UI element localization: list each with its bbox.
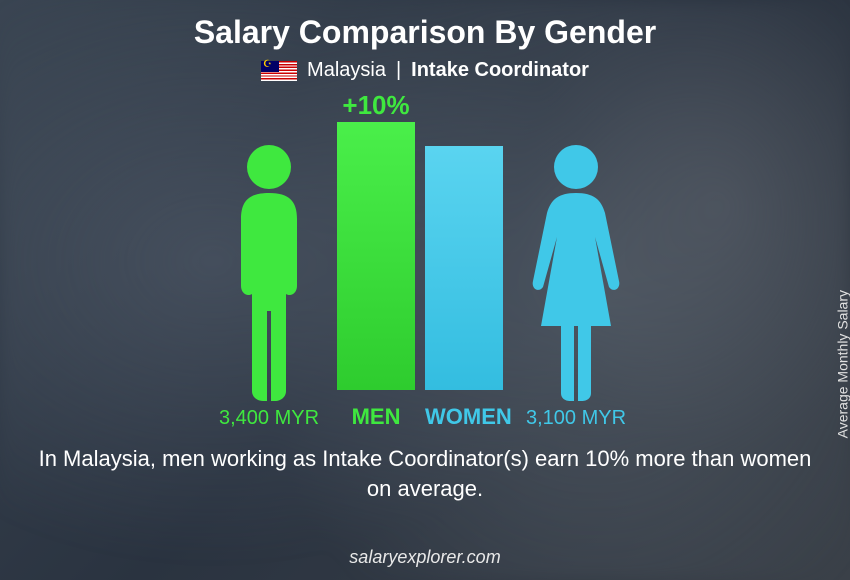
women-column: 3,100 MYR <box>521 141 631 430</box>
men-salary-label: 3,400 MYR <box>219 407 319 430</box>
women-salary-label: 3,100 MYR <box>526 407 626 430</box>
men-bar: +10% <box>337 122 415 390</box>
men-bar-label: MEN <box>337 404 415 430</box>
percent-difference-label: +10% <box>342 90 409 121</box>
watermark: salaryexplorer.com <box>349 547 500 568</box>
woman-icon <box>521 141 631 401</box>
women-bar <box>425 146 503 390</box>
infographic-content: Salary Comparison By Gender Malaysia | I… <box>0 0 850 580</box>
comparison-chart: 3,400 MYR +10% MEN WOMEN <box>145 100 705 430</box>
bar-labels-row: MEN WOMEN <box>337 396 503 430</box>
separator: | <box>396 59 401 82</box>
subtitle-row: Malaysia | Intake Coordinator <box>261 59 589 82</box>
bars-column: +10% MEN WOMEN <box>337 122 503 430</box>
man-icon <box>219 141 319 401</box>
page-title: Salary Comparison By Gender <box>194 14 656 51</box>
men-column: 3,400 MYR <box>219 141 319 430</box>
women-bar-label: WOMEN <box>425 404 503 430</box>
summary-text: In Malaysia, men working as Intake Coord… <box>35 444 815 503</box>
country-label: Malaysia <box>307 59 386 82</box>
y-axis-label: Average Monthly Salary <box>834 290 850 438</box>
chart-columns: 3,400 MYR +10% MEN WOMEN <box>219 122 631 430</box>
job-title: Intake Coordinator <box>411 59 589 82</box>
malaysia-flag-icon <box>261 61 297 81</box>
bars-wrap: +10% <box>337 122 503 390</box>
